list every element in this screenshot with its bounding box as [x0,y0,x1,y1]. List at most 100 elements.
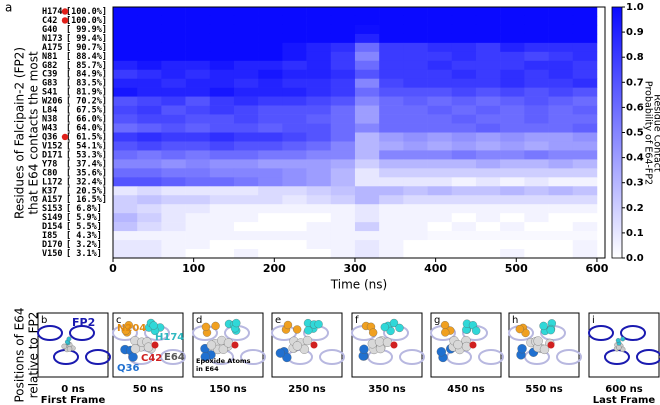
heat-cell [113,33,138,44]
heat-cell [185,114,211,124]
heat-cell [330,150,356,160]
heat-cell [403,24,428,35]
heat-cell [572,150,598,160]
panel-letter: c [116,315,122,326]
heat-cell [427,204,453,214]
heat-cell [524,7,549,17]
row-percent: [ 67.5%] [66,106,107,116]
heat-cell [475,105,501,115]
heat-cell [475,150,501,160]
heat-cell [282,222,307,232]
heat-cell [379,114,404,124]
structure-label: H174 [155,332,184,343]
panel-time: 600 ns [605,384,642,395]
heat-cell [500,168,525,178]
ribbon [620,325,646,341]
heat-cell [185,78,211,88]
heat-cell [572,33,598,44]
heat-cell [258,105,283,115]
heat-cell [330,222,356,232]
row-name: V152 [42,141,62,151]
heat-cell [475,132,501,142]
heat-cell [185,213,211,223]
heat-cell [161,168,186,178]
heat-cell [354,150,380,160]
heat-cell [161,186,186,196]
heat-cell [330,204,356,214]
heat-cell [572,96,598,106]
heat-cell [451,105,477,115]
heat-cell [330,33,356,44]
heat-cell [258,231,283,241]
heat-cell [427,78,453,88]
ribbon [69,325,95,341]
heat-cell [427,222,453,232]
heat-cell [185,186,211,196]
row-percent: [ 5.5%] [66,222,102,232]
heat-cell [113,231,138,241]
heat-cell [137,222,162,232]
heat-cell [185,249,211,259]
heat-cell [258,42,283,53]
heat-cell [330,51,356,62]
heat-cell [354,33,380,44]
heat-cell [475,7,501,17]
structure-label: E64 [164,352,185,363]
heat-cell [330,195,356,205]
heat-cell [403,42,428,53]
heat-cell [500,15,525,26]
heat-cell [524,168,549,178]
heat-cell [524,69,549,80]
heat-cell [451,150,477,160]
heat-cell [379,204,404,214]
heat-cell [548,114,574,124]
atom [547,341,555,349]
colorbar-label: Residue Contact [652,94,660,172]
heat-cell [233,168,259,178]
heat-cell [258,96,283,106]
atom [231,341,239,349]
heat-cell [451,222,477,232]
heat-cell [354,186,380,196]
panel-y-label: Positions of E64 [13,307,27,402]
x-tick-label: 0 [109,262,117,275]
heat-cell [403,33,428,44]
heat-cell [548,96,574,106]
heat-cell [354,51,380,62]
heat-cell [524,33,549,44]
row-name: D170 [42,240,62,250]
heat-cell [427,60,453,71]
heat-cell [330,159,356,169]
heat-cell [524,204,549,214]
heat-cell [379,195,404,205]
heat-cell [524,96,549,106]
atom [441,328,450,337]
heat-cell [258,141,283,151]
heat-cell [161,213,186,223]
heat-cell [524,114,549,124]
heat-cell [451,78,477,88]
atom [211,321,220,331]
heat-cell [185,24,211,35]
heat-cell [185,123,211,133]
heat-cell [475,42,501,53]
x-tick-label: 400 [424,262,447,275]
row-percent: [ 37.4%] [66,159,107,169]
heat-cell [185,60,211,71]
heat-cell [330,168,356,178]
heat-cell [475,159,501,169]
heat-cell [403,159,428,169]
heat-cell [572,231,598,241]
heat-cell [209,168,235,178]
row-name: D154 [42,222,62,232]
heat-cell [330,114,356,124]
heat-cell [427,159,453,169]
row-percent: [ 16.5%] [66,195,107,205]
row-name: N173 [42,34,62,44]
heat-cell [233,231,259,241]
heat-cell [475,114,501,124]
heat-cell [258,33,283,44]
heat-cell [137,24,162,35]
heat-cell [524,150,549,160]
atom [130,344,140,354]
